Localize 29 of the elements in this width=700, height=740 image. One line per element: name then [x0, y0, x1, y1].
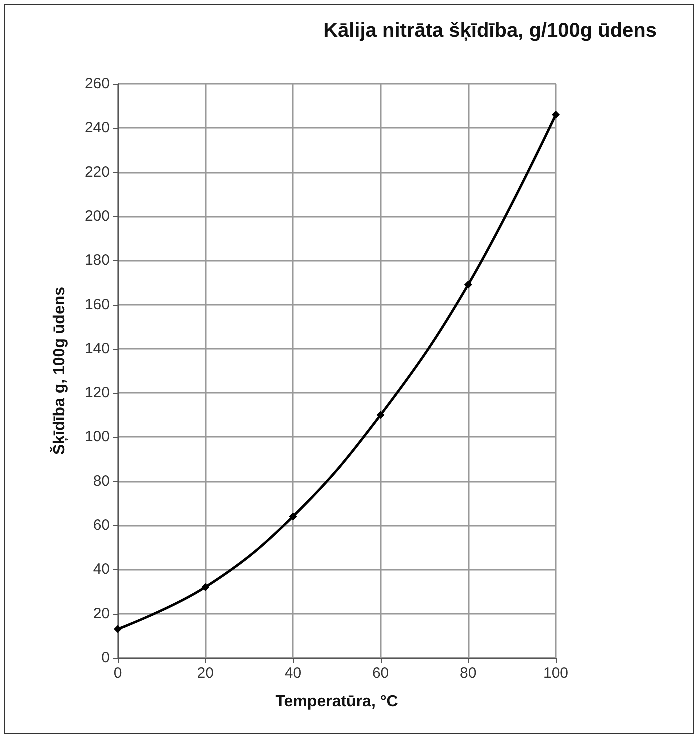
chart-title: Kālija nitrāta šķīdība, g/100g ūdens	[324, 20, 657, 42]
y-tick-label: 20	[93, 605, 110, 622]
point	[376, 411, 385, 420]
point	[289, 512, 298, 521]
point	[114, 625, 122, 634]
y-axis-title: Šķīdība g, 100g ūdens	[50, 286, 68, 456]
y-tick-label: 120	[84, 384, 110, 402]
y-tick-label: 180	[84, 252, 110, 270]
y-tick-label: 80	[93, 472, 110, 490]
y-tick-label: 60	[93, 517, 110, 534]
y-tick-label: 260	[84, 76, 110, 92]
x-tick-label: 80	[460, 665, 477, 682]
y-tick-label: 220	[84, 164, 110, 181]
x-tick-label: 100	[543, 665, 569, 682]
point	[552, 110, 560, 119]
x-axis-title: Temperatūra, °C	[276, 694, 399, 710]
y-tick-label: 0	[102, 650, 110, 666]
y-tick-label: 240	[84, 120, 110, 137]
y-tick-label: 160	[84, 296, 110, 314]
x-tick-label: 0	[114, 665, 122, 682]
point	[202, 583, 210, 592]
y-tick-label: 200	[84, 208, 110, 225]
point	[464, 280, 472, 289]
y-tick-label: 140	[84, 340, 110, 358]
y-tick-label: 100	[84, 428, 110, 446]
x-tick-label: 60	[372, 665, 390, 682]
y-tick-label: 40	[93, 561, 110, 578]
x-tick-label: 40	[284, 665, 302, 682]
x-tick-label: 20	[197, 665, 214, 682]
